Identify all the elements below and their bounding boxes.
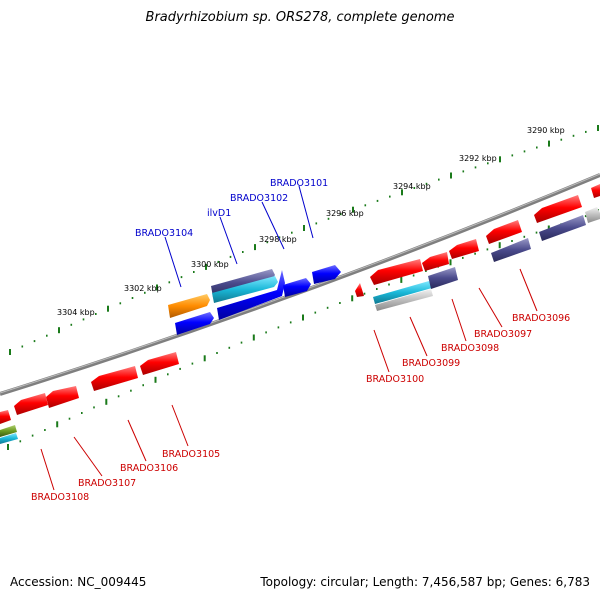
topology-text: Topology: circular (260, 575, 365, 589)
accession-text: Accession: NC_009445 (10, 575, 147, 589)
gene-cyan-arrow-left-edge[interactable] (0, 433, 18, 444)
gene-red-arrow-brado3107[interactable] (46, 386, 79, 408)
gene-grey-arrow[interactable] (375, 289, 433, 311)
gene-blue-arrow[interactable] (175, 312, 214, 335)
gene-red-arrow-brado3108[interactable] (14, 393, 48, 415)
gene-label-brado3099[interactable]: BRADO3099 (402, 358, 460, 369)
gene-label-brado3106[interactable]: BRADO3106 (120, 463, 178, 474)
gene-red-arrow-brado3098[interactable] (422, 252, 449, 271)
gene-label-brado3104[interactable]: BRADO3104 (135, 228, 193, 239)
length-text: Length: 7,456,587 bp (365, 575, 502, 589)
map-title: Bradyrhizobium sp. ORS278, complete geno… (145, 10, 455, 25)
scale-ticks-bottom (7, 209, 599, 450)
gene-red-arrow-brado3097[interactable] (449, 239, 479, 259)
gene-label-brado3107[interactable]: BRADO3107 (78, 478, 136, 489)
gene-grey-arrow-right[interactable] (585, 207, 600, 223)
scale-label-3302: 3302 kbp (124, 284, 162, 293)
scale-label-3292: 3292 kbp (459, 154, 497, 163)
gene-label-brado3100[interactable]: BRADO3100 (366, 374, 424, 385)
gene-forward-strand (168, 265, 341, 335)
scale-label-3298: 3298 kbp (259, 235, 297, 244)
gene-red-arrow-brado3106[interactable] (91, 366, 138, 391)
scale-ticks-top (9, 125, 599, 355)
gene-red-arrow-brado3096[interactable] (486, 220, 522, 244)
gene-navy-arrow-right[interactable] (539, 215, 586, 241)
gene-cyan-arrow-brado3099[interactable] (373, 281, 432, 304)
leader-lines-bottom (40, 268, 538, 491)
genome-summary: Topology: circularLength: 7,456,587 bpGe… (260, 575, 590, 589)
gene-red-arrow-right-1[interactable] (534, 195, 582, 223)
gene-navy-arrow-brado3098[interactable] (428, 267, 458, 289)
gene-blue-arrow-ilvd1[interactable] (217, 270, 285, 320)
scale-label-3290: 3290 kbp (527, 126, 565, 135)
gene-red-arrow-right-2[interactable] (591, 184, 600, 198)
gene-red-arrow-brado3105[interactable] (140, 352, 179, 375)
gene-blue-arrow-brado3101[interactable] (312, 265, 341, 284)
gene-navy-arrow-brado3096[interactable] (491, 238, 531, 262)
scale-label-3294: 3294 kbp (393, 182, 431, 191)
gene-cyan-arrow[interactable] (212, 276, 278, 303)
gene-label-brado3105[interactable]: BRADO3105 (162, 449, 220, 460)
leader-lines-top (164, 185, 314, 288)
gene-red-arrow-brado3099[interactable] (370, 259, 423, 285)
gene-red-arrow-left-edge[interactable] (0, 410, 11, 424)
scale-label-3304: 3304 kbp (57, 308, 95, 317)
gene-label-brado3096[interactable]: BRADO3096 (512, 313, 570, 324)
scale-label-3296: 3296 kbp (326, 209, 364, 218)
gene-orange-arrow[interactable] (168, 294, 210, 318)
gene-label-ilvd1[interactable]: ilvD1 (207, 208, 231, 219)
gene-label-brado3108[interactable]: BRADO3108 (31, 492, 89, 503)
gene-label-brado3102[interactable]: BRADO3102 (230, 193, 288, 204)
gene-green-arrow-left-edge[interactable] (0, 425, 17, 437)
gene-red-arrow-brado3100[interactable] (355, 283, 364, 297)
genes-count-text: Genes: 6,783 (502, 575, 590, 589)
scale-label-3300: 3300 kbp (191, 260, 229, 269)
gene-label-brado3097[interactable]: BRADO3097 (474, 329, 532, 340)
gene-label-brado3101[interactable]: BRADO3101 (270, 178, 328, 189)
gene-reverse-strand (0, 184, 600, 444)
gene-label-brado3098[interactable]: BRADO3098 (441, 343, 499, 354)
gene-blue-arrow-brado3102[interactable] (283, 278, 311, 297)
